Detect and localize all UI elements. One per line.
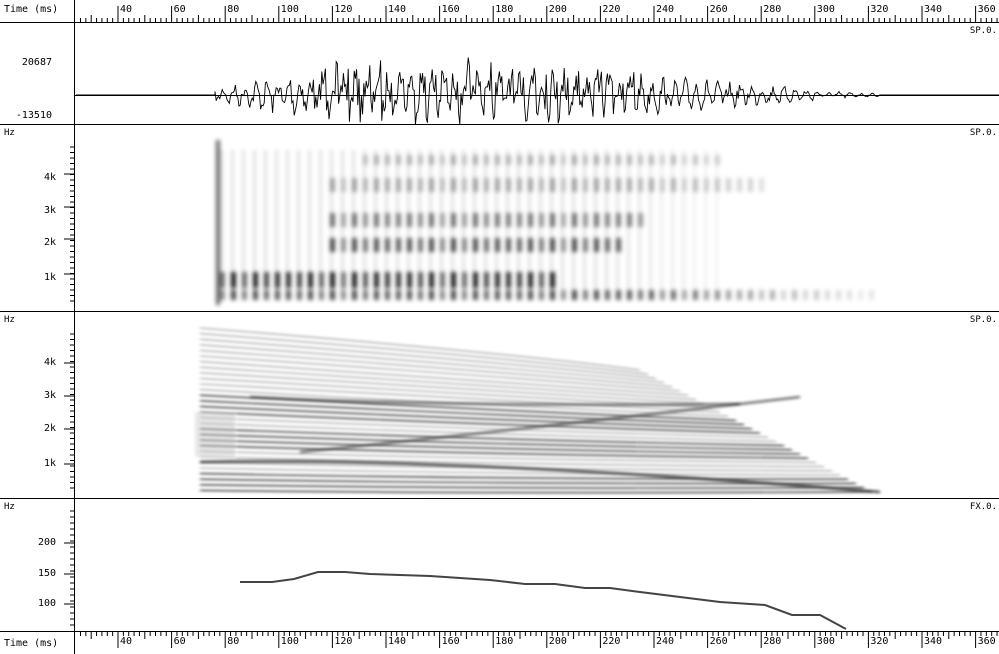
time-tick-label: 320 xyxy=(870,636,888,647)
wideband-ytick-3k: 3k xyxy=(43,205,56,216)
time-tick-label: 220 xyxy=(602,636,620,647)
bottom-time-ticks: 40 60 80 100 120 140 160 180 200 220 240 260 280 300 3… xyxy=(79,632,998,648)
axis-separator xyxy=(74,632,75,654)
pitch-ytick-100: 100 xyxy=(37,598,56,609)
time-tick-label: 300 xyxy=(817,4,835,15)
wideband-ytick-1k: 1k xyxy=(43,272,56,283)
time-tick-label: 120 xyxy=(334,4,352,15)
top-time-ticks: 40 60 80 100 120 140 160 180 200 220 240 260 280 300 3… xyxy=(79,4,998,22)
time-tick-label: 160 xyxy=(442,636,460,647)
bottom-time-axis: Time (ms) 40 60 80 100 120 140 160 180 200 220 240… xyxy=(0,632,999,654)
divider xyxy=(0,498,999,499)
time-tick-label: 360 xyxy=(978,4,996,15)
wideband-unit-label: Hz xyxy=(4,128,15,138)
waveform-ymax-label: 20687 xyxy=(21,57,52,68)
time-tick-label: 260 xyxy=(710,636,728,647)
time-tick-label: 80 xyxy=(227,636,239,647)
time-tick-label: 100 xyxy=(281,636,299,647)
time-axis-label: Time (ms) xyxy=(4,4,59,15)
time-tick-label: 320 xyxy=(870,4,888,15)
time-tick-label: 340 xyxy=(924,4,942,15)
time-tick-label: 240 xyxy=(656,636,674,647)
waveform-panel[interactable]: SP.0. 20687 -13510 xyxy=(0,23,999,125)
panel-axis-line xyxy=(74,499,75,631)
pitch-unit-label: Hz xyxy=(4,502,15,512)
waveform-baseline xyxy=(74,95,999,96)
time-tick-label: 200 xyxy=(549,4,567,15)
time-tick-label: 80 xyxy=(227,4,239,15)
pitch-file-label: FX.0. xyxy=(969,502,997,512)
panel-axis-line xyxy=(74,125,75,311)
wideband-ytick-2k: 2k xyxy=(43,237,56,248)
time-tick-label: 100 xyxy=(281,4,299,15)
narrowband-harmonics xyxy=(195,327,881,494)
panel-axis-line xyxy=(74,23,75,124)
pitch-ytick-200: 200 xyxy=(37,537,56,548)
time-tick-label: 240 xyxy=(656,4,674,15)
waveform-trace xyxy=(76,57,999,125)
time-tick-label: 140 xyxy=(388,4,406,15)
time-axis-label: Time (ms) xyxy=(4,638,59,649)
pitch-ytick-150: 150 xyxy=(37,568,56,579)
divider xyxy=(0,124,999,125)
divider xyxy=(0,311,999,312)
axis-separator xyxy=(74,0,75,22)
time-tick-label: 120 xyxy=(334,636,352,647)
time-tick-label: 360 xyxy=(978,636,996,647)
wideband-spectrogram-image xyxy=(64,140,874,305)
narrowband-ytick-2k: 2k xyxy=(43,423,56,434)
waveform-ymin-label: -13510 xyxy=(15,110,52,121)
time-tick-label: 180 xyxy=(495,4,513,15)
narrowband-ytick-1k: 1k xyxy=(43,458,56,469)
wideband-spectrogram-panel[interactable]: Hz SP.0. 4k 3k 2k 1k xyxy=(0,125,999,311)
wideband-energy xyxy=(216,140,874,305)
divider xyxy=(0,22,999,23)
time-tick-label: 300 xyxy=(817,636,835,647)
time-tick-label: 40 xyxy=(120,4,132,15)
waveform-file-label: SP.0. xyxy=(969,26,997,36)
top-time-axis: Time (ms) 40 60 80 100 120 140 160 180 200 220 240… xyxy=(0,0,999,22)
time-tick-label: 40 xyxy=(120,636,132,647)
wideband-ytick-4k: 4k xyxy=(43,172,56,183)
narrowband-ytick-3k: 3k xyxy=(43,390,56,401)
time-tick-label: 60 xyxy=(174,4,186,15)
time-tick-label: 60 xyxy=(174,636,186,647)
pitch-contour xyxy=(64,510,847,630)
time-tick-label: 140 xyxy=(388,636,406,647)
time-tick-label: 180 xyxy=(495,636,513,647)
narrowband-spectrogram-panel[interactable]: Hz SP.0. 4k 3k 2k 1k xyxy=(0,312,999,498)
wideband-file-label: SP.0. xyxy=(969,128,997,138)
time-tick-label: 200 xyxy=(549,636,567,647)
narrowband-spectrogram-image xyxy=(64,327,881,494)
pitch-track-panel[interactable]: Hz FX.0. 200 150 100 xyxy=(0,499,999,631)
time-tick-label: 280 xyxy=(763,636,781,647)
time-tick-label: 220 xyxy=(602,4,620,15)
pitch-line xyxy=(240,571,847,630)
time-tick-label: 280 xyxy=(763,4,781,15)
panel-axis-line xyxy=(74,312,75,498)
narrowband-unit-label: Hz xyxy=(4,315,15,325)
time-tick-label: 340 xyxy=(924,636,942,647)
divider xyxy=(0,631,999,632)
narrowband-file-label: SP.0. xyxy=(969,315,997,325)
waveform-line xyxy=(76,57,999,125)
time-tick-label: 260 xyxy=(710,4,728,15)
narrowband-ytick-4k: 4k xyxy=(43,357,56,368)
time-tick-label: 160 xyxy=(442,4,460,15)
